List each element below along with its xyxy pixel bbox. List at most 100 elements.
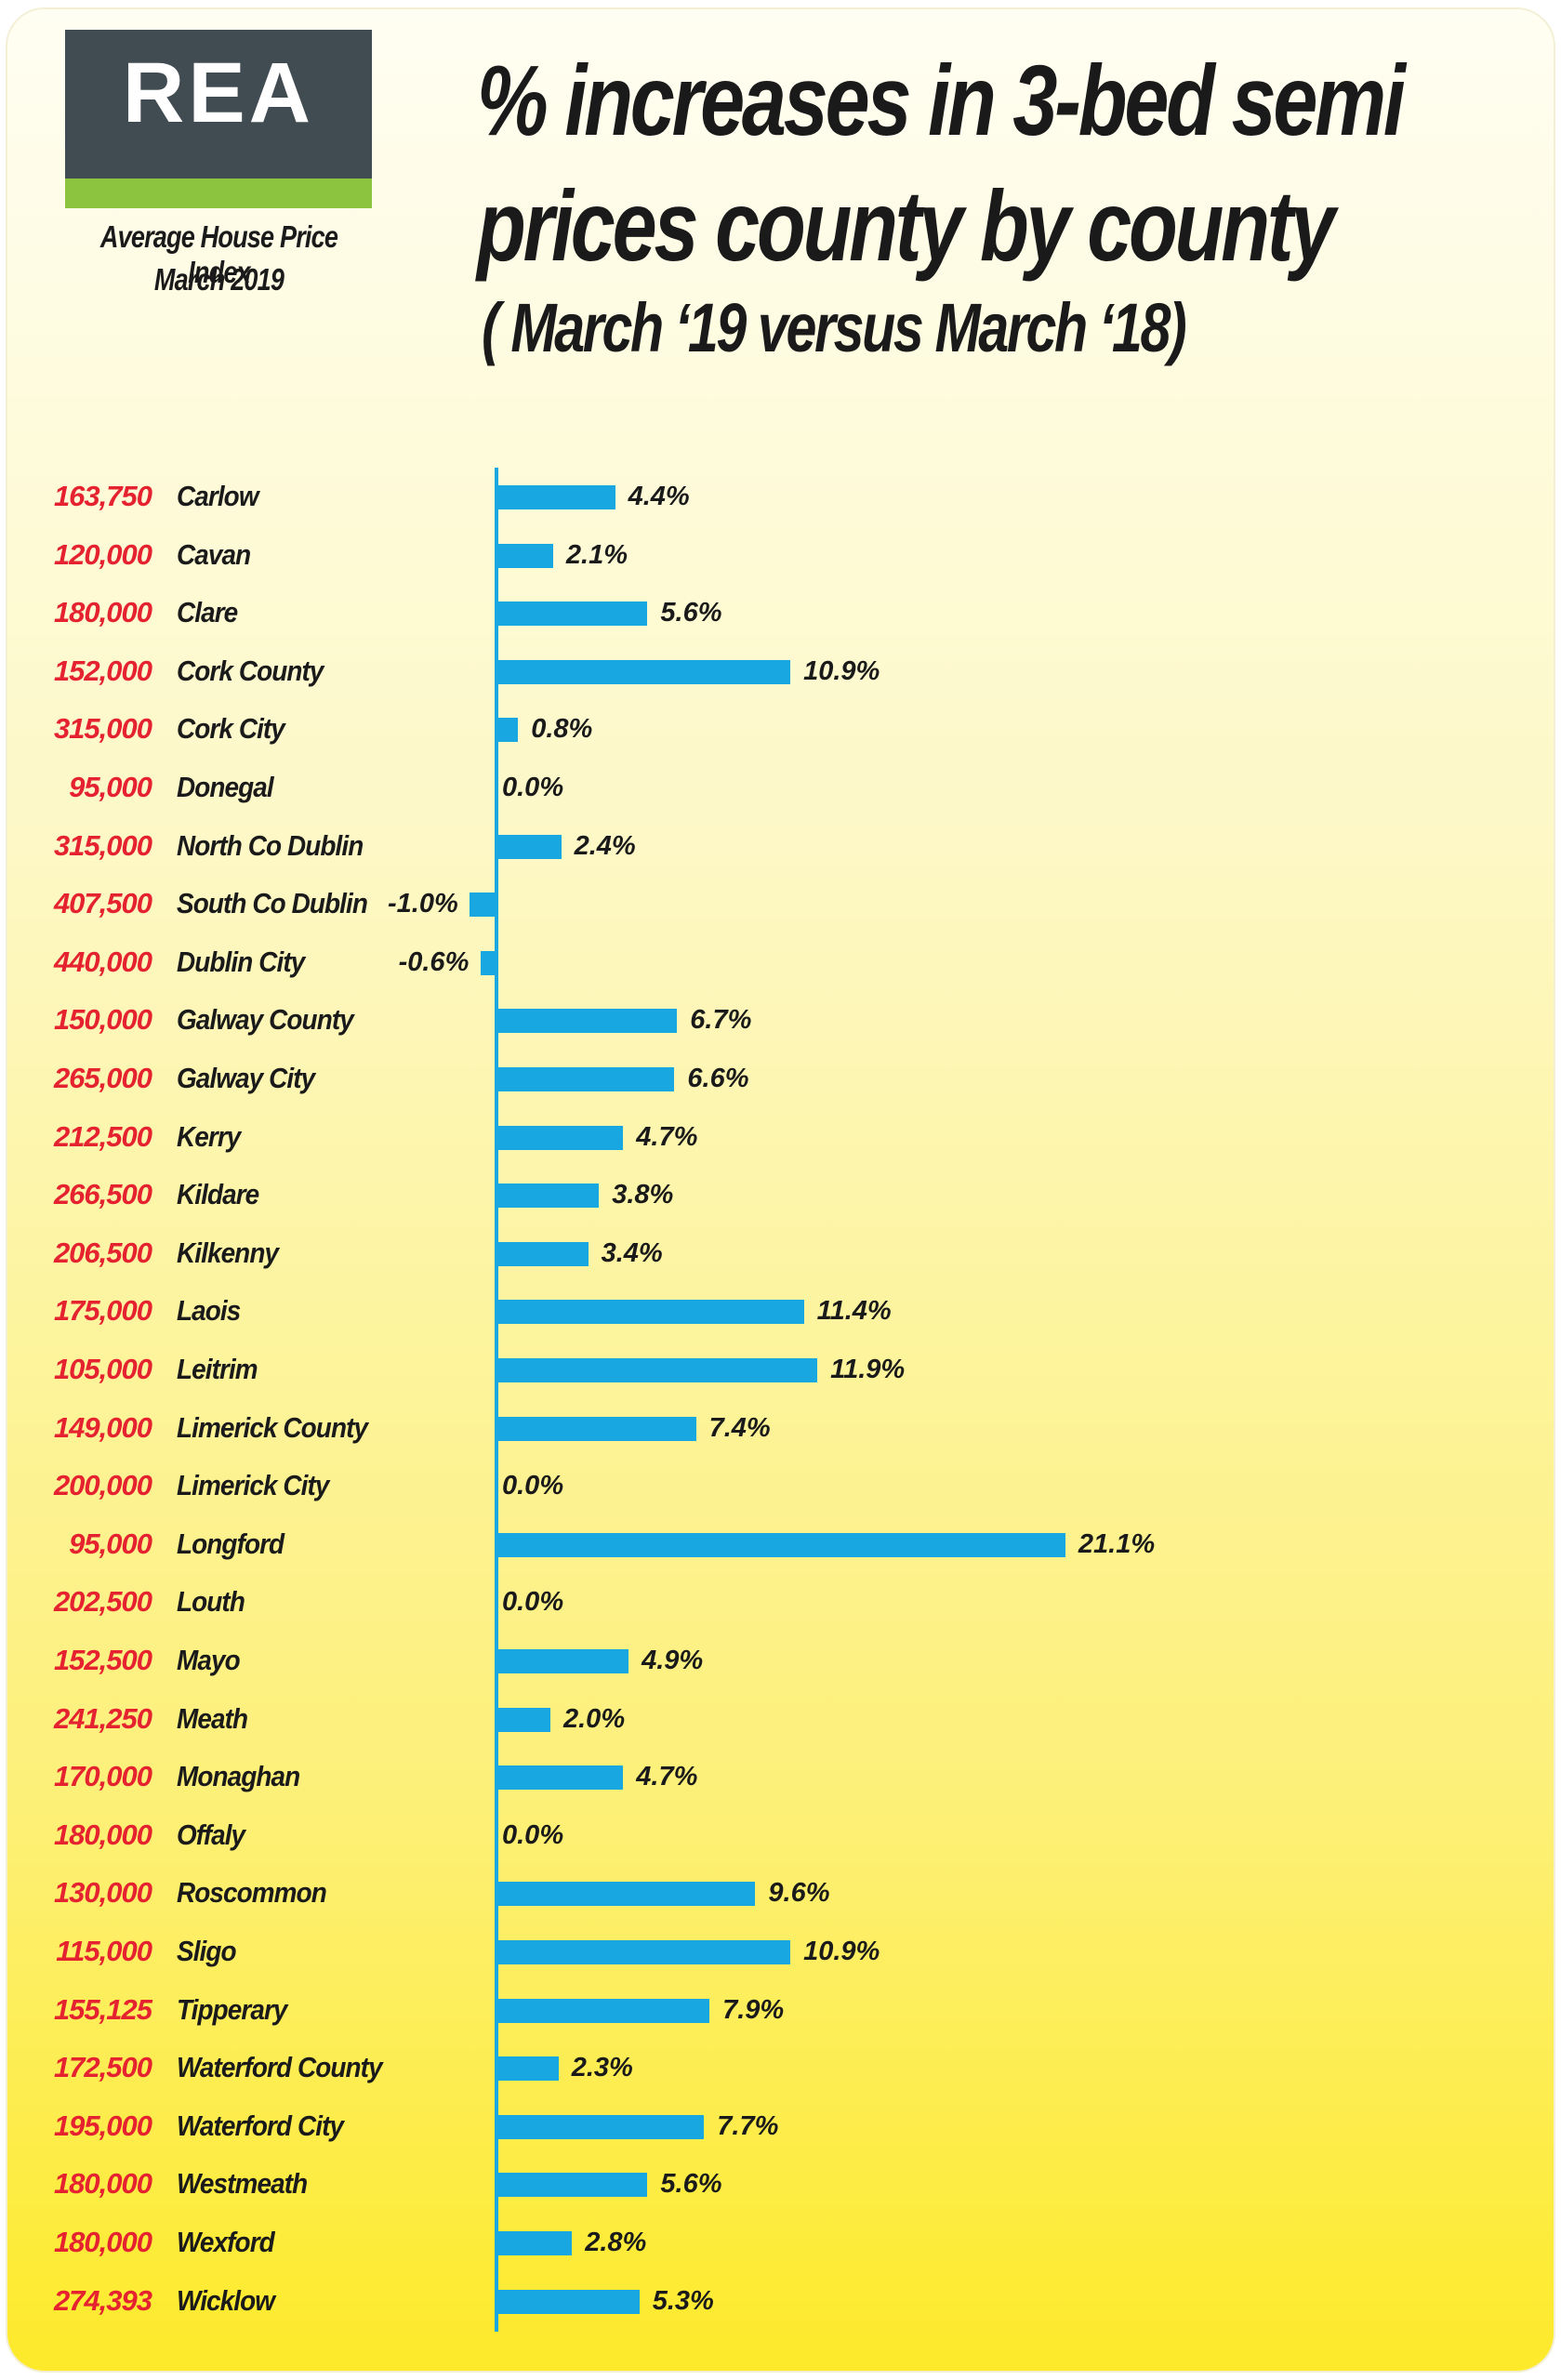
price-label: 172,500 [53,2051,152,2084]
bar [496,1241,589,1266]
chart-title-line1: % increases in 3-bed semi [477,44,1406,156]
category-label: Kilkenny [177,1236,279,1269]
category-label: Offaly [177,1818,245,1851]
price-label: 241,250 [53,1701,152,1735]
category-label: Limerick County [177,1410,368,1444]
value-label: 6.6% [687,1064,749,1093]
value-label: 2.4% [574,830,636,861]
bar [496,1765,624,1791]
category-label: Waterford City [177,2109,344,2142]
price-label: 120,000 [53,537,152,571]
value-label: 0.0% [502,1819,564,1850]
zero-axis [495,468,498,2332]
price-label: 180,000 [53,2167,152,2201]
price-label: 180,000 [53,2226,152,2258]
bar [496,1358,818,1382]
value-label: 5.6% [660,2169,722,2200]
category-label: South Co Dublin [177,887,368,920]
category-label: Louth [177,1585,245,1619]
price-label: 206,500 [53,1236,152,1269]
category-label: Galway City [177,1062,315,1094]
price-label: 202,500 [53,1585,152,1619]
bar [496,2114,705,2139]
value-label: 2.8% [585,2228,647,2257]
price-label: 130,000 [53,1876,152,1910]
bar [496,1125,624,1150]
chart-subtitle: ( March ‘19 versus March ‘18) [482,289,1187,366]
category-label: Cavan [177,537,251,571]
logo-brand: REA [122,46,315,140]
bar [496,834,562,859]
category-label: Cork County [177,654,324,687]
category-label: Clare [177,596,238,629]
category-label: Tipperary [177,1992,287,2026]
price-label: 149,000 [53,1410,152,1444]
price-label: 163,750 [53,480,152,512]
bar [470,892,496,918]
value-label: 2.3% [571,2053,633,2083]
bar [496,1882,756,1907]
category-label: Limerick City [177,1469,329,1502]
category-label: Westmeath [177,2167,308,2201]
price-label: 315,000 [53,712,152,746]
category-label: Donegal [177,771,274,803]
value-label: 7.4% [708,1412,771,1443]
price-label: 152,500 [53,1644,152,1676]
bar [496,1940,791,1964]
category-label: Kildare [177,1178,259,1211]
value-label: 0.8% [531,714,593,745]
price-label: 105,000 [53,1353,152,1385]
value-label: 3.8% [612,1180,674,1210]
category-label: Roscommon [177,1876,327,1910]
bar [496,2231,573,2255]
bar [496,485,615,509]
price-label: 266,500 [53,1178,152,1211]
category-label: Monaghan [177,1760,300,1793]
bar [496,659,791,684]
value-label: 10.9% [803,1937,880,1966]
price-label: 180,000 [53,1818,152,1851]
bar [496,2173,648,2198]
bar [496,2289,640,2314]
price-label: 440,000 [53,945,152,978]
category-label: Mayo [177,1644,241,1676]
price-label: 115,000 [56,1935,152,1967]
category-label: Meath [177,1701,248,1735]
category-label: Wexford [177,2226,275,2258]
price-label: 195,000 [53,2109,152,2142]
bar [496,1183,600,1209]
bar [496,718,519,743]
bar [496,543,553,568]
price-label: 170,000 [53,1760,152,1793]
price-label: 407,500 [53,887,152,920]
value-label: 2.1% [565,539,628,570]
category-label: Waterford County [177,2051,383,2084]
category-label: Galway County [177,1003,354,1037]
value-label: 5.3% [652,2285,714,2316]
value-label: 4.7% [636,1762,698,1792]
price-label: 200,000 [53,1469,152,1502]
bar [496,1009,678,1034]
bar [480,950,496,975]
bar [496,602,648,627]
value-label: 7.9% [722,1994,785,2025]
category-label: Longford [177,1527,284,1560]
value-label: -0.6% [398,946,470,977]
price-label: 95,000 [69,771,152,803]
category-label: Laois [177,1294,241,1328]
price-label: 155,125 [53,1992,152,2026]
chart-card: REA Average House Price Index March 2019… [7,9,1554,2371]
price-label: 175,000 [53,1294,152,1328]
value-label: 11.4% [816,1296,892,1327]
price-label: 152,000 [53,654,152,687]
value-label: 3.4% [601,1237,663,1268]
value-label: 9.6% [768,1878,830,1909]
bar [496,1300,804,1325]
category-label: Wicklow [177,2283,275,2317]
bar [496,1998,710,2023]
logo-stripe [65,178,372,208]
value-label: -1.0% [388,889,458,919]
bar [496,1416,696,1441]
value-label: 4.4% [628,482,690,511]
chart-title-line2: prices county by county [477,169,1335,282]
